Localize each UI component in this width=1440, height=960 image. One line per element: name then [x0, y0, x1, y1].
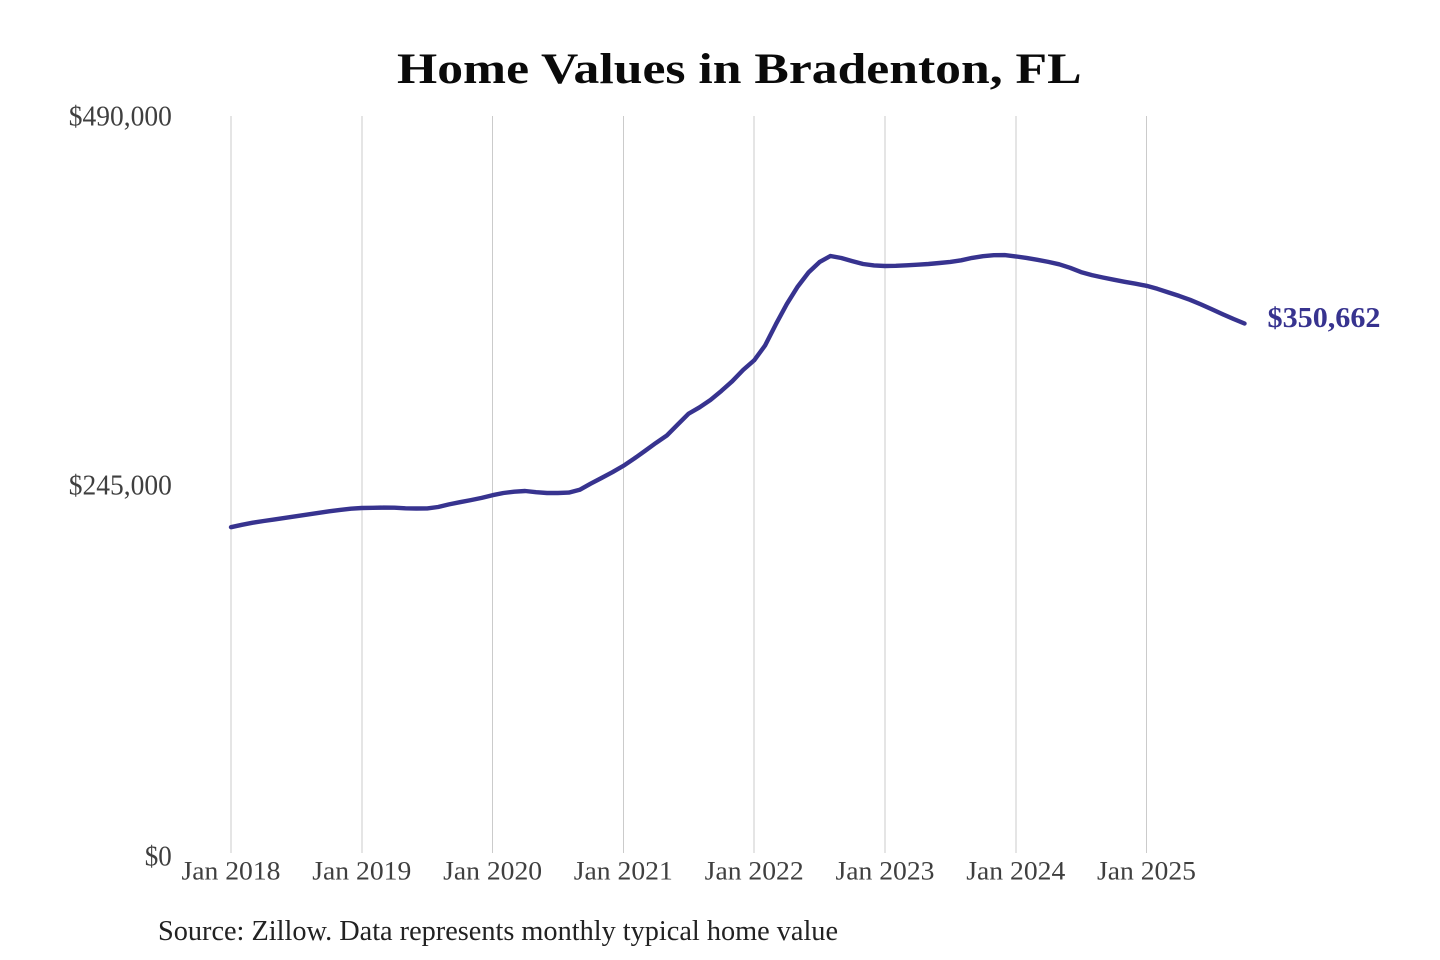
- svg-text:$490,000: $490,000: [69, 102, 172, 133]
- svg-text:Jan 2024: Jan 2024: [966, 856, 1065, 886]
- svg-text:$350,662: $350,662: [1268, 302, 1381, 334]
- svg-text:Jan 2019: Jan 2019: [312, 856, 411, 886]
- svg-text:Home Values in Bradenton, FL: Home Values in Bradenton, FL: [397, 46, 1082, 93]
- svg-text:$0: $0: [145, 841, 172, 872]
- svg-text:Jan 2018: Jan 2018: [182, 856, 281, 886]
- svg-text:$245,000: $245,000: [69, 470, 172, 501]
- svg-text:Jan 2020: Jan 2020: [443, 856, 542, 886]
- svg-text:Source: Zillow. Data represent: Source: Zillow. Data represents monthly …: [158, 916, 838, 947]
- svg-text:Jan 2021: Jan 2021: [574, 856, 673, 886]
- svg-text:Jan 2022: Jan 2022: [705, 856, 804, 886]
- svg-text:Jan 2023: Jan 2023: [836, 856, 935, 886]
- svg-text:Jan 2025: Jan 2025: [1097, 856, 1196, 886]
